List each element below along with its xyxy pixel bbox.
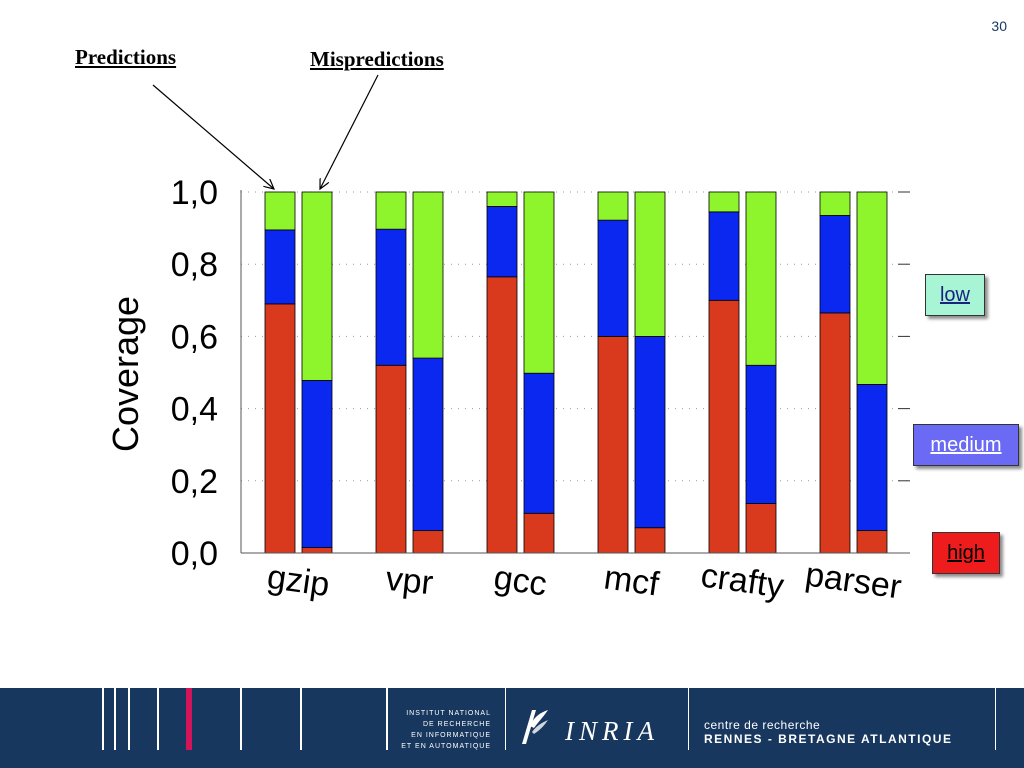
bar-segment-medium xyxy=(412,357,444,532)
footer-stripe xyxy=(128,688,130,750)
institute-line: DE RECHERCHE xyxy=(422,721,491,728)
x-category-label: gcc xyxy=(492,558,550,603)
footer-divider xyxy=(688,688,689,750)
mispredictions-arrow xyxy=(320,74,379,189)
footer-bar: INSTITUT NATIONAL DE RECHERCHE EN INFORM… xyxy=(0,688,1024,768)
x-category-label: mcf xyxy=(602,558,662,603)
x-category-label: gzip xyxy=(265,558,332,604)
bar-segment-high xyxy=(301,547,333,554)
bar-segment-medium xyxy=(597,219,629,337)
bar-segment-high xyxy=(375,364,407,554)
axes: 0,0 0,2 0,4 0,6 0,8 1,0 Coverage gzip vpr gcc mcf c… xyxy=(105,174,910,607)
y-tick-label: 0,6 xyxy=(171,318,218,356)
mispredictions-callout: Mispredictions xyxy=(310,47,444,71)
x-category-label: crafty xyxy=(699,556,787,605)
page-number: 30 xyxy=(991,18,1007,34)
bar-segment-low xyxy=(708,191,740,213)
y-tick-label: 0,4 xyxy=(171,391,218,429)
footer-stripe xyxy=(240,688,242,750)
bar-segment-low xyxy=(634,191,666,337)
bar-segment-low xyxy=(597,191,629,221)
x-category-label: vpr xyxy=(384,560,435,603)
y-tick-label: 0,2 xyxy=(171,463,218,501)
bar-segment-low xyxy=(412,191,444,359)
bar-segment-low xyxy=(856,191,888,385)
footer-stripe xyxy=(114,688,116,750)
bar-segment-high xyxy=(486,276,518,554)
grid-lines xyxy=(241,191,910,482)
bar-segment-high xyxy=(634,527,666,554)
footer-accent-stripe xyxy=(186,688,192,750)
institute-line: EN INFORMATIQUE xyxy=(411,732,491,739)
y-tick-label: 1,0 xyxy=(171,174,218,212)
legend-low: low xyxy=(925,274,985,316)
bar-segment-low xyxy=(264,191,296,231)
footer-stripe xyxy=(386,688,388,750)
legend-high: high xyxy=(932,532,1000,574)
legend-medium: medium xyxy=(913,424,1019,466)
footer-divider xyxy=(995,688,996,750)
bar-segment-high xyxy=(856,530,888,554)
x-category-label: parser xyxy=(803,555,904,606)
predictions-callout: Predictions xyxy=(75,45,177,69)
bar-segment-medium xyxy=(486,206,518,278)
bar-segment-medium xyxy=(523,372,555,514)
institute-name: INSTITUT NATIONAL DE RECHERCHE EN INFORM… xyxy=(395,708,491,752)
bar-segment-high xyxy=(819,312,851,554)
footer-divider xyxy=(505,688,506,750)
inria-logo-icon xyxy=(522,710,548,744)
y-axis-label: Coverage xyxy=(105,296,146,452)
footer-stripe xyxy=(157,688,159,750)
institute-line: INSTITUT NATIONAL xyxy=(406,710,491,717)
bar-segment-high xyxy=(412,530,444,554)
bar-segment-medium xyxy=(301,380,333,548)
bar-segment-medium xyxy=(264,229,296,305)
bar-segment-low xyxy=(745,191,777,366)
bar-segment-low xyxy=(375,191,407,230)
bar-segment-high xyxy=(523,512,555,554)
predictions-arrow xyxy=(152,84,274,189)
bar-segment-medium xyxy=(375,228,407,366)
footer-stripe xyxy=(300,688,302,750)
centre-line-2: RENNES - BRETAGNE ATLANTIQUE xyxy=(704,732,953,746)
bar-segment-medium xyxy=(745,364,777,504)
y-tick-label: 0,0 xyxy=(171,535,218,573)
bar-segment-low xyxy=(819,191,851,216)
coverage-chart: 0,0 0,2 0,4 0,6 0,8 1,0 Coverage gzip vpr gcc mcf c… xyxy=(105,74,910,607)
institute-line: ET EN AUTOMATIQUE xyxy=(401,743,491,750)
bar-segment-medium xyxy=(856,384,888,532)
bar-segment-medium xyxy=(819,215,851,314)
bar-segment-high xyxy=(708,299,740,554)
bar-segment-medium xyxy=(708,211,740,301)
bars xyxy=(264,191,888,554)
bar-segment-low xyxy=(523,191,555,374)
bar-segment-medium xyxy=(634,335,666,529)
bar-segment-high xyxy=(264,303,296,554)
bar-segment-low xyxy=(301,191,333,381)
inria-wordmark: INRIA xyxy=(565,716,659,746)
centre-line-1: centre de recherche xyxy=(704,718,821,732)
y-tick-label: 0,8 xyxy=(171,246,218,284)
footer-stripe xyxy=(102,688,104,750)
bar-segment-low xyxy=(486,191,518,207)
bar-segment-high xyxy=(745,503,777,554)
bar-segment-high xyxy=(597,335,629,554)
